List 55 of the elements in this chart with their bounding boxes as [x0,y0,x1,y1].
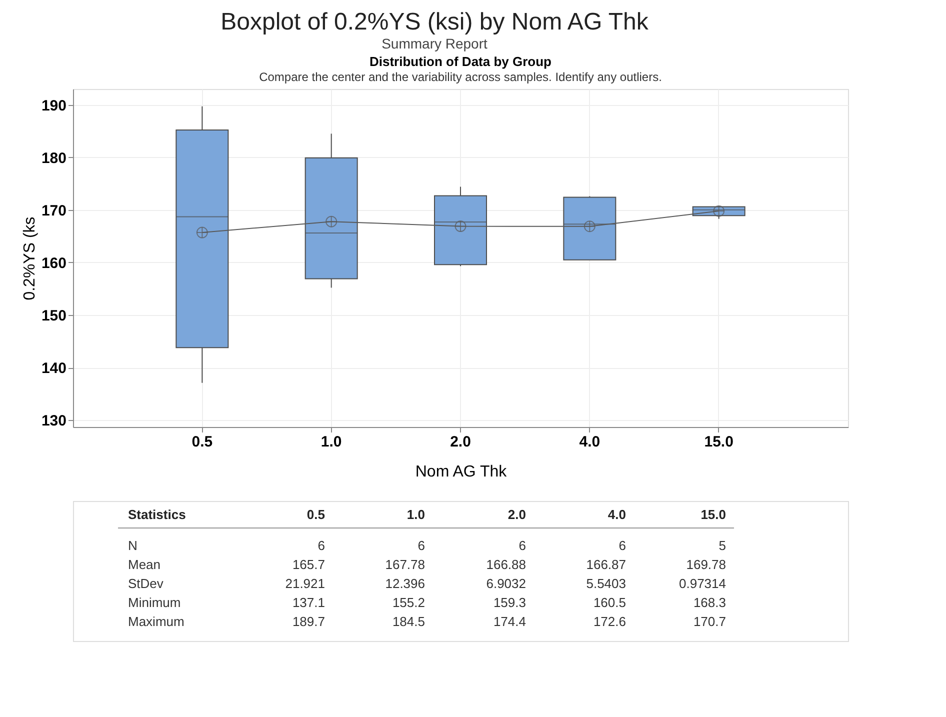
text: 174.4 [493,614,526,629]
text: 137.1 [292,595,325,610]
text: N [128,538,138,553]
text: Mean [128,557,161,572]
y-tick-label: 170 [41,202,66,220]
text: 155.2 [392,595,425,610]
text: 172.6 [593,614,626,629]
text: 6 [618,538,626,553]
text: 2.0 [508,507,526,522]
text: 167.78 [385,557,425,572]
text: 12.396 [385,576,425,591]
text: 6 [518,538,526,553]
text: 189.7 [292,614,325,629]
y-tick-label: 160 [41,254,66,272]
text: 169.78 [686,557,726,572]
text: Statistics [128,507,186,522]
text: 4.0 [608,507,626,522]
text: 6 [318,538,325,553]
x-axis-title: Nom AG Thk [415,464,508,480]
text: 166.88 [486,557,526,572]
text: 165.7 [292,557,325,572]
chart-subtitle: Summary Report [382,36,488,52]
point [713,205,725,217]
y-tick-label: 180 [41,150,66,167]
x-tick-label: 0.5 [192,434,213,450]
text: 160.5 [593,595,626,610]
text: Distribution of Data by Group [370,54,552,69]
text: Maximum [128,614,184,629]
x-tick-label: 4.0 [579,434,600,450]
x-tick-label: 15.0 [704,434,734,450]
text: 170.7 [693,614,726,629]
text: 6.9032 [486,576,526,591]
text: Minimum [128,595,181,610]
text: 5.5403 [586,576,626,591]
text: 0.5 [306,507,325,522]
chart-title: Boxplot of 0.2%YS (ksi) by Nom AG Thk [220,8,650,36]
text: 1.0 [406,507,425,522]
x-tick-label: 2.0 [450,434,471,450]
text: 15.0 [700,507,726,522]
y-tick-label: 190 [41,97,66,114]
y-tick-label: 140 [41,360,66,378]
text: 21.921 [285,576,325,591]
y-tick-label: 150 [41,308,66,325]
text: StDev [128,576,164,591]
text: 5 [718,538,726,553]
text: 159.3 [493,595,526,610]
text: 0.97314 [679,576,726,591]
y-tick-label: 130 [41,412,66,430]
y-axis-title: 0.2%YS (ks [21,216,38,300]
text: 6 [418,538,425,553]
text: Compare the center and the variability across samples. Identify any outliers. [259,70,662,84]
text: 166.87 [586,557,626,572]
text: 168.3 [693,595,726,610]
x-tick-label: 1.0 [320,434,342,450]
text: 184.5 [392,614,425,629]
